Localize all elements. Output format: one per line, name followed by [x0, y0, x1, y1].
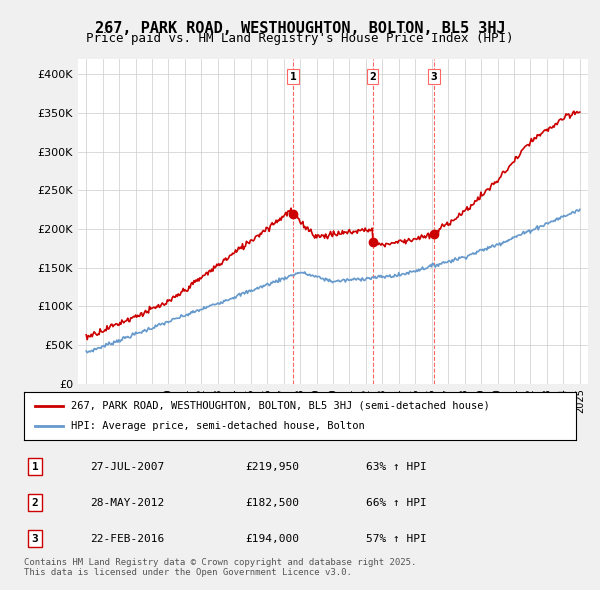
Text: Price paid vs. HM Land Registry's House Price Index (HPI): Price paid vs. HM Land Registry's House … [86, 32, 514, 45]
Text: 63% ↑ HPI: 63% ↑ HPI [366, 461, 427, 471]
Text: £219,950: £219,950 [245, 461, 299, 471]
Text: 1: 1 [32, 461, 38, 471]
Text: 57% ↑ HPI: 57% ↑ HPI [366, 533, 427, 543]
Text: 267, PARK ROAD, WESTHOUGHTON, BOLTON, BL5 3HJ (semi-detached house): 267, PARK ROAD, WESTHOUGHTON, BOLTON, BL… [71, 401, 490, 411]
Text: Contains HM Land Registry data © Crown copyright and database right 2025.
This d: Contains HM Land Registry data © Crown c… [24, 558, 416, 577]
Text: HPI: Average price, semi-detached house, Bolton: HPI: Average price, semi-detached house,… [71, 421, 365, 431]
Text: 267, PARK ROAD, WESTHOUGHTON, BOLTON, BL5 3HJ: 267, PARK ROAD, WESTHOUGHTON, BOLTON, BL… [95, 21, 505, 35]
Text: £182,500: £182,500 [245, 497, 299, 507]
Text: 3: 3 [431, 72, 437, 82]
Text: 66% ↑ HPI: 66% ↑ HPI [366, 497, 427, 507]
Text: 27-JUL-2007: 27-JUL-2007 [90, 461, 164, 471]
Text: £194,000: £194,000 [245, 533, 299, 543]
Text: 22-FEB-2016: 22-FEB-2016 [90, 533, 164, 543]
Text: 2: 2 [369, 72, 376, 82]
Text: 3: 3 [32, 533, 38, 543]
Text: 1: 1 [290, 72, 296, 82]
Text: 2: 2 [32, 497, 38, 507]
Text: 28-MAY-2012: 28-MAY-2012 [90, 497, 164, 507]
